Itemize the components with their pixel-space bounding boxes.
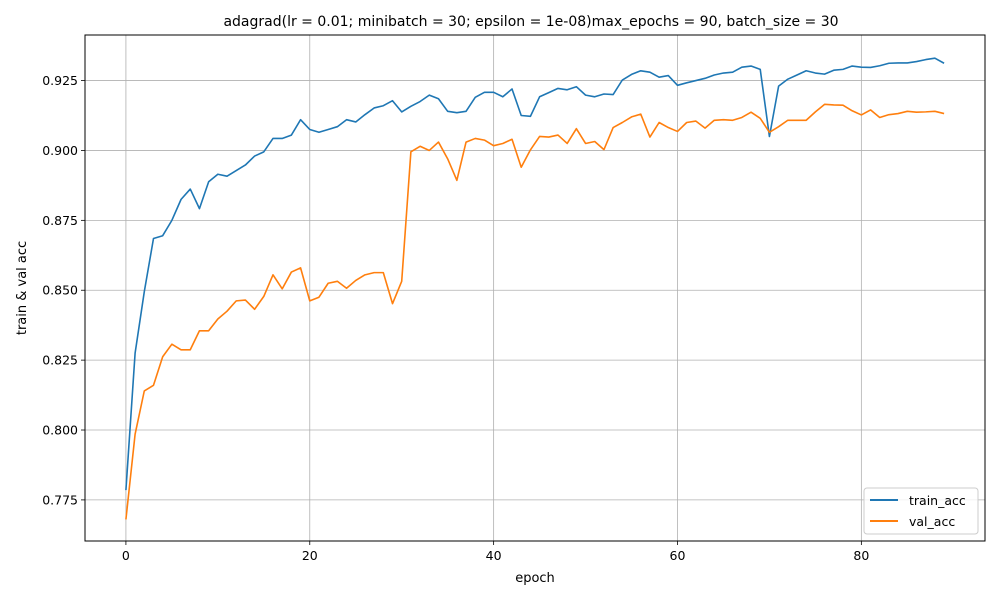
grid	[85, 35, 985, 541]
x-tick-label: 20	[302, 548, 318, 563]
legend: train_acc val_acc	[863, 487, 979, 535]
series-line-train-acc	[125, 57, 945, 491]
y-axis-label: train & val acc	[15, 241, 30, 335]
y-tick-label: 0.900	[42, 143, 78, 158]
chart-title: adagrad(lr = 0.01; minibatch = 30; epsil…	[223, 14, 838, 30]
x-tick-label: 80	[853, 548, 869, 563]
series-line-val-acc	[125, 103, 945, 520]
series-lines	[125, 57, 945, 520]
y-tick-label: 0.875	[42, 213, 78, 228]
x-tick-label: 0	[122, 548, 130, 563]
x-tick-label: 60	[670, 548, 686, 563]
x-tick-label: 40	[486, 548, 502, 563]
axis-ticks: 0 20 40 60 80 0.775 0.800 0.825 0.850 0.875 0.900 0…	[42, 73, 869, 563]
y-tick-label: 0.800	[42, 423, 78, 438]
y-tick-label: 0.775	[42, 492, 78, 507]
y-tick-label: 0.850	[42, 283, 78, 298]
x-axis-label: epoch	[515, 571, 555, 586]
y-tick-label: 0.825	[42, 353, 78, 368]
legend-label-val-acc: val_acc	[909, 514, 955, 529]
y-tick-label: 0.925	[42, 73, 78, 88]
plot-frame	[84, 34, 986, 542]
legend-label-train-acc: train_acc	[909, 493, 966, 508]
